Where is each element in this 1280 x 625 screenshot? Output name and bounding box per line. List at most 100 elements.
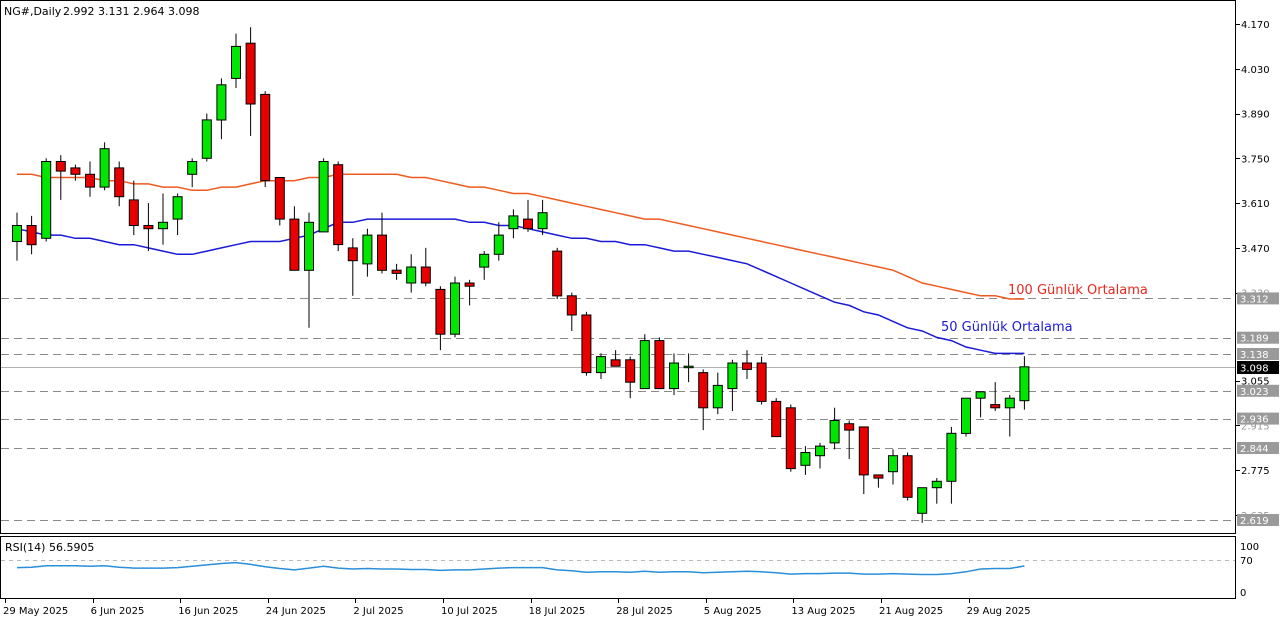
candle[interactable]: [683, 353, 694, 383]
candle-body-bull: [187, 161, 198, 175]
rsi-line: [16, 561, 1025, 576]
candle[interactable]: [450, 276, 460, 338]
candle[interactable]: [128, 180, 139, 236]
candle[interactable]: [800, 446, 811, 475]
candle[interactable]: [552, 247, 563, 300]
candle[interactable]: [844, 420, 855, 459]
candle[interactable]: [990, 382, 1001, 411]
date-tick-label: 10 Jul 2025: [441, 606, 498, 617]
candle-body-bear: [566, 295, 577, 316]
candle-body-bull: [712, 384, 723, 409]
candle[interactable]: [347, 238, 358, 296]
candle[interactable]: [333, 161, 344, 252]
candle[interactable]: [523, 199, 533, 232]
candle-body-bear: [26, 225, 37, 246]
candle[interactable]: [639, 334, 650, 390]
candle[interactable]: [537, 199, 548, 236]
candle[interactable]: [727, 359, 738, 411]
candle[interactable]: [479, 251, 490, 280]
candles[interactable]: [12, 27, 1030, 523]
candle-body-bull: [639, 340, 650, 390]
candle[interactable]: [406, 254, 417, 293]
candle[interactable]: [85, 161, 95, 197]
candle[interactable]: [508, 209, 519, 239]
candle[interactable]: [961, 397, 971, 437]
candle-body-bull: [888, 455, 898, 473]
price-axis-bg: [1236, 0, 1280, 536]
candle-body-bear: [260, 93, 271, 182]
ma50-annotation: 50 Günlük Ortalama: [941, 320, 1073, 335]
candle[interactable]: [888, 449, 898, 485]
candle[interactable]: [391, 263, 402, 280]
candle[interactable]: [55, 155, 66, 200]
candle[interactable]: [158, 193, 168, 245]
candle[interactable]: [231, 33, 241, 88]
candle[interactable]: [26, 215, 37, 255]
candle[interactable]: [566, 292, 577, 332]
candle-body-bull: [508, 215, 519, 230]
candle-body-bull: [12, 225, 22, 242]
candle[interactable]: [201, 113, 212, 162]
candle[interactable]: [99, 142, 110, 191]
candle-body-bear: [114, 167, 125, 198]
candle[interactable]: [669, 353, 679, 395]
candle[interactable]: [435, 286, 446, 351]
candle[interactable]: [377, 212, 387, 274]
candle[interactable]: [493, 222, 504, 261]
candle[interactable]: [12, 212, 22, 261]
candle[interactable]: [41, 158, 52, 242]
candle[interactable]: [581, 311, 592, 376]
candle[interactable]: [260, 91, 271, 188]
candle[interactable]: [873, 474, 884, 488]
candle[interactable]: [975, 391, 986, 418]
candle[interactable]: [756, 356, 767, 405]
candle[interactable]: [931, 478, 942, 504]
candle[interactable]: [917, 487, 928, 523]
rsi-indicator: 100 70 0: [1, 542, 1259, 599]
level-tag: [1237, 348, 1279, 360]
candle[interactable]: [289, 206, 300, 271]
candle[interactable]: [318, 158, 329, 233]
candle[interactable]: [172, 193, 183, 236]
candle[interactable]: [829, 407, 840, 450]
candle[interactable]: [712, 372, 723, 415]
candle[interactable]: [114, 161, 125, 207]
candle[interactable]: [1004, 394, 1015, 437]
level-tag-label: 3.138: [1240, 350, 1269, 361]
candle[interactable]: [902, 452, 913, 501]
candle[interactable]: [946, 426, 957, 504]
candle[interactable]: [654, 337, 665, 390]
candle[interactable]: [420, 247, 431, 287]
candle[interactable]: [698, 369, 709, 431]
candle-body-bear: [347, 247, 358, 262]
candle[interactable]: [858, 426, 869, 495]
level-tag-label: 3.189: [1240, 334, 1269, 345]
candle[interactable]: [143, 203, 154, 252]
candle[interactable]: [610, 350, 621, 367]
price-tick-label: 4.030: [1241, 65, 1270, 76]
date-tick-label: 5 Aug 2025: [704, 606, 762, 617]
candle[interactable]: [245, 27, 256, 136]
candle[interactable]: [596, 353, 606, 379]
candle[interactable]: [304, 212, 314, 328]
main-panel-frame: [0, 0, 1236, 534]
candle[interactable]: [815, 442, 825, 469]
candle[interactable]: [1019, 356, 1030, 410]
candle[interactable]: [785, 404, 796, 472]
level-tag-label: 2.936: [1240, 415, 1269, 426]
candle[interactable]: [216, 78, 227, 140]
level-tag: [1237, 331, 1279, 344]
candle[interactable]: [274, 177, 285, 226]
candle[interactable]: [70, 164, 81, 181]
candle-body-bull: [946, 432, 957, 482]
candle[interactable]: [771, 398, 782, 438]
candle[interactable]: [464, 279, 475, 306]
level-tag: [1237, 514, 1279, 526]
candle-body-bull: [304, 221, 314, 271]
candle[interactable]: [187, 158, 198, 188]
candle[interactable]: [742, 350, 752, 379]
candle[interactable]: [362, 228, 373, 277]
candle[interactable]: [625, 356, 636, 399]
price-tick-label: 3.470: [1241, 244, 1270, 255]
